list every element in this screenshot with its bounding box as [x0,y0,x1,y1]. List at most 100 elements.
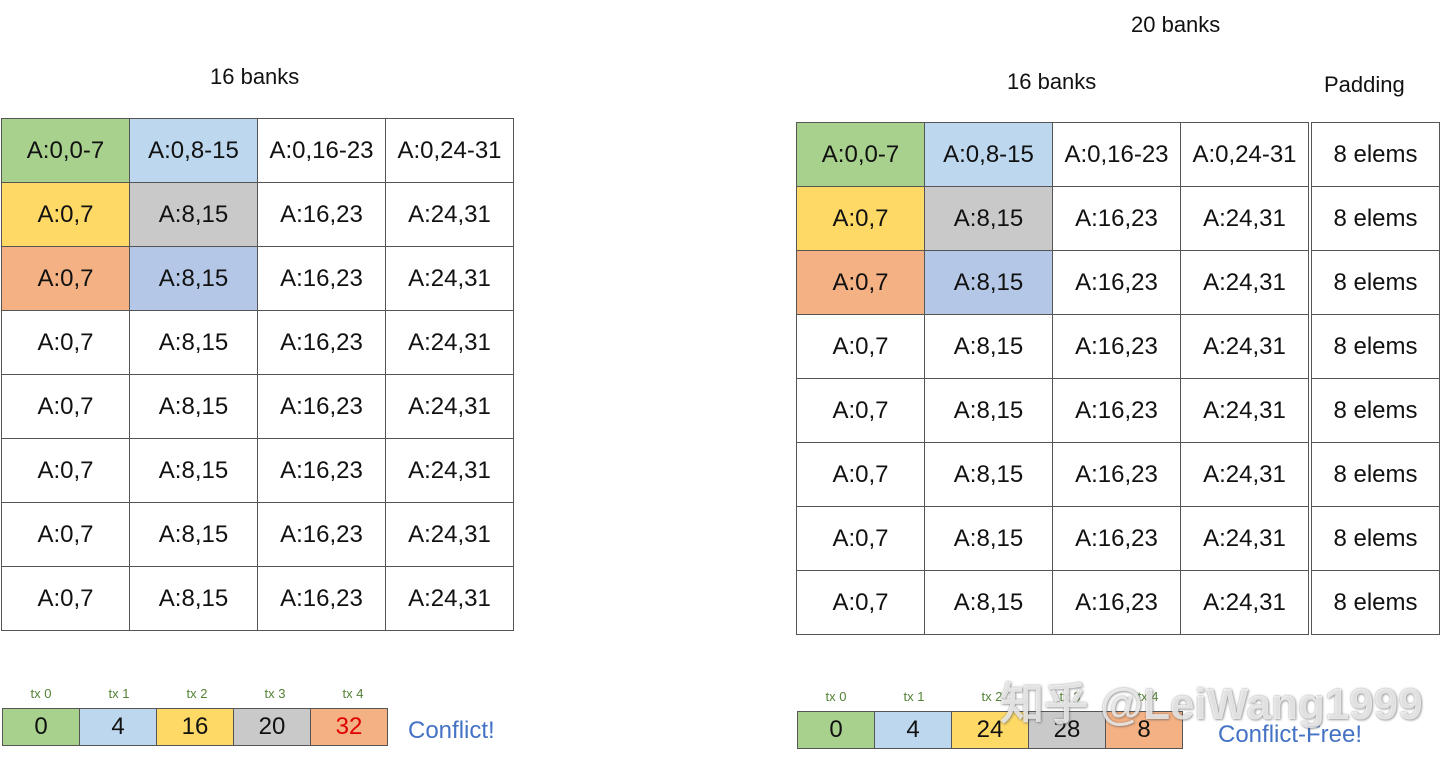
bank-cell: A:0,7 [796,506,925,571]
bank-cell: A:8,15 [129,374,258,439]
bank-cell: A:24,31 [1180,250,1309,315]
grid-row: A:0,7 A:8,15 A:16,23 A:24,31 [796,570,1309,635]
bank-cell: A:24,31 [385,438,514,503]
bank-cell: A:16,23 [257,502,386,567]
grid-row: A:0,7 A:8,15 A:16,23 A:24,31 [1,438,514,503]
padding-cell: 8 elems [1311,314,1440,379]
bank-cell: A:8,15 [924,442,1053,507]
bank-cell: A:0,7 [796,314,925,379]
bank-cell: A:0,24-31 [385,118,514,183]
right-bank-grid: A:0,0-7 A:0,8-15 A:0,16-23 A:0,24-31 A:0,7 A:… [796,122,1309,635]
bank-cell: A:0,16-23 [1052,122,1181,187]
thread-address-box: 24 [952,712,1029,748]
bank-cell: A:8,15 [129,310,258,375]
bank-cell: A:0,7 [1,182,130,247]
thread-address-box: 8 [1106,712,1182,748]
bank-cell: A:16,23 [1052,378,1181,443]
left-bank-grid: A:0,0-7 A:0,8-15 A:0,16-23 A:0,24-31 A:0,7 A:… [1,118,514,631]
thread-label: tx 2 [981,689,1003,704]
bank-cell: A:8,15 [924,314,1053,379]
grid-row: A:0,0-7 A:0,8-15 A:0,16-23 A:0,24-31 [796,122,1309,187]
right-thread-labels: tx 0 tx 1 tx 2 tx 3 tx 4 [797,689,1187,704]
bank-cell: A:0,7 [1,246,130,311]
bank-cell: A:16,23 [1052,442,1181,507]
padding-row: 8 elems [1311,506,1440,571]
thread-address-box: 20 [234,709,311,745]
bank-cell: A:24,31 [385,182,514,247]
thread-label: tx 1 [108,686,130,701]
left-banks-label: 16 banks [210,64,300,89]
padding-row: 8 elems [1311,570,1440,635]
bank-cell: A:16,23 [257,310,386,375]
bank-cell: A:16,23 [257,566,386,631]
bank-cell: A:0,7 [1,438,130,503]
bank-cell: A:8,15 [129,438,258,503]
bank-cell: A:0,0-7 [796,122,925,187]
thread-address-box: 16 [157,709,234,745]
bank-cell: A:8,15 [924,378,1053,443]
thread-label: tx 4 [342,686,364,701]
grid-row: A:0,7 A:8,15 A:16,23 A:24,31 [1,182,514,247]
bank-cell: A:24,31 [385,246,514,311]
grid-row: A:0,0-7 A:0,8-15 A:0,16-23 A:0,24-31 [1,118,514,183]
thread-address-box: 4 [875,712,952,748]
bank-cell: A:24,31 [1180,378,1309,443]
bank-cell: A:16,23 [1052,570,1181,635]
bank-cell: A:8,15 [924,250,1053,315]
bank-cell: A:0,7 [796,442,925,507]
left-thread-addresses: 0 4 16 20 32 [2,708,388,746]
bank-cell: A:16,23 [257,182,386,247]
grid-row: A:0,7 A:8,15 A:16,23 A:24,31 [796,314,1309,379]
bank-cell: A:0,7 [1,566,130,631]
conflict-status: Conflict! [408,717,495,744]
padding-cell: 8 elems [1311,122,1440,187]
padding-row: 8 elems [1311,442,1440,507]
grid-row: A:0,7 A:8,15 A:16,23 A:24,31 [1,310,514,375]
bank-cell: A:8,15 [129,246,258,311]
bank-cell: A:8,15 [129,182,258,247]
bank-cell: A:24,31 [1180,186,1309,251]
thread-address-box: 0 [798,712,875,748]
grid-row: A:0,7 A:8,15 A:16,23 A:24,31 [796,378,1309,443]
grid-row: A:0,7 A:8,15 A:16,23 A:24,31 [1,566,514,631]
grid-row: A:0,7 A:8,15 A:16,23 A:24,31 [1,374,514,439]
padding-row: 8 elems [1311,378,1440,443]
padding-cell: 8 elems [1311,250,1440,315]
thread-label: tx 2 [186,686,208,701]
bank-cell: A:24,31 [385,502,514,567]
thread-label: tx 0 [30,686,52,701]
bank-cell: A:0,7 [796,186,925,251]
bank-cell: A:8,15 [924,506,1053,571]
bank-cell: A:8,15 [129,566,258,631]
bank-cell: A:16,23 [1052,186,1181,251]
thread-address-box: 32 [311,709,387,745]
bank-cell: A:16,23 [1052,250,1181,315]
bank-cell: A:0,24-31 [1180,122,1309,187]
bank-cell: A:8,15 [129,502,258,567]
bank-cell: A:0,7 [796,570,925,635]
padding-cell: 8 elems [1311,506,1440,571]
padding-label: Padding [1324,72,1405,97]
left-thread-labels: tx 0 tx 1 tx 2 tx 3 tx 4 [2,686,392,701]
bank-cell: A:16,23 [257,374,386,439]
thread-label: tx 3 [264,686,286,701]
bank-cell: A:24,31 [1180,442,1309,507]
bank-cell: A:0,8-15 [924,122,1053,187]
bank-cell: A:0,7 [796,378,925,443]
bank-cell: A:16,23 [1052,506,1181,571]
bank-cell: A:24,31 [385,374,514,439]
conflict-free-status: Conflict-Free! [1218,721,1363,748]
grid-row: A:0,7 A:8,15 A:16,23 A:24,31 [796,442,1309,507]
thread-address-box: 28 [1029,712,1106,748]
bank-cell: A:8,15 [924,186,1053,251]
grid-row: A:0,7 A:8,15 A:16,23 A:24,31 [796,186,1309,251]
grid-row: A:0,7 A:8,15 A:16,23 A:24,31 [1,502,514,567]
watermark: 知乎 @LeiWang1999 [1000,680,1423,729]
grid-row: A:0,7 A:8,15 A:16,23 A:24,31 [796,506,1309,571]
right-thread-addresses: 0 4 24 28 8 [797,711,1183,749]
padding-cell: 8 elems [1311,442,1440,507]
bank-cell: A:0,7 [796,250,925,315]
thread-address-box: 0 [3,709,80,745]
padding-row: 8 elems [1311,250,1440,315]
bank-cell: A:8,15 [924,570,1053,635]
